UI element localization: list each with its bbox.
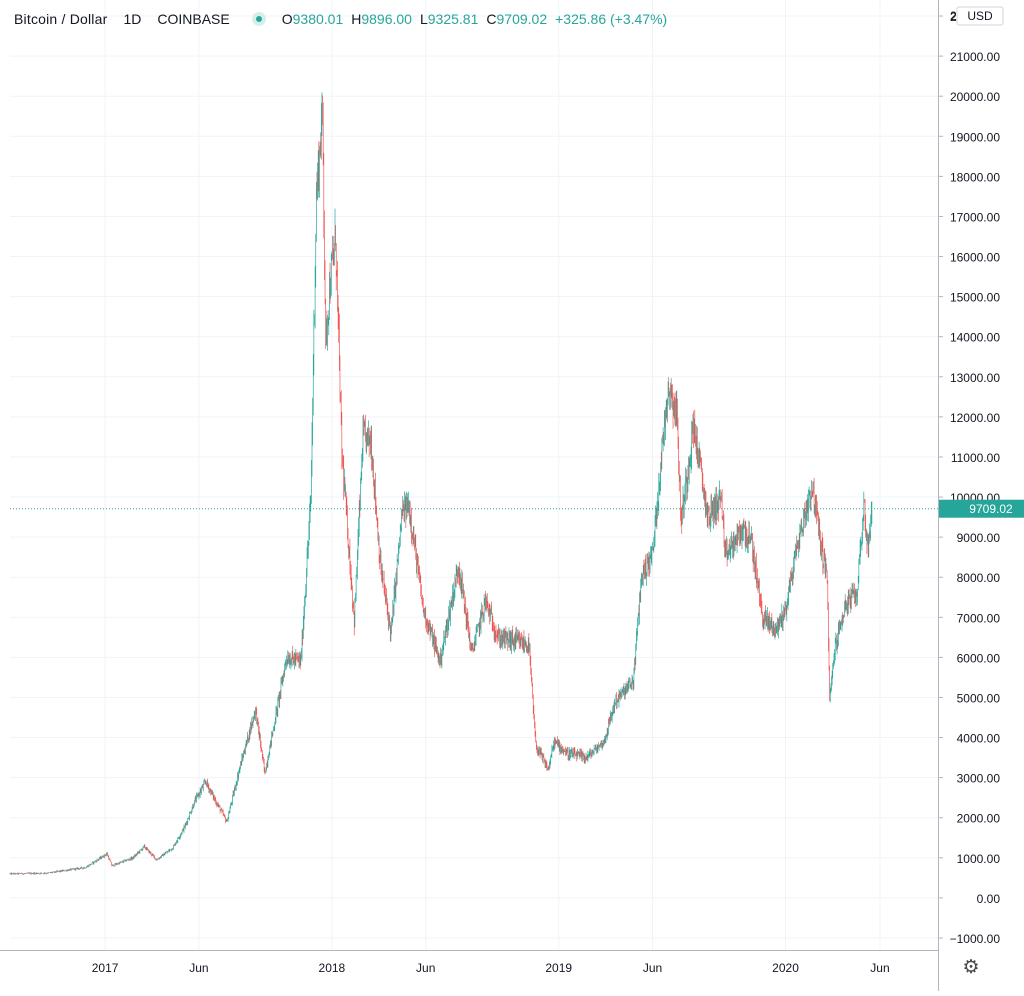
y-tick-label: 13000.00 (950, 371, 1000, 385)
y-tick-label: 6000.00 (957, 651, 1001, 665)
x-tick-label: 2020 (772, 961, 799, 975)
y-tick-label: 12000.00 (950, 411, 1000, 425)
x-tick-label: Jun (416, 961, 435, 975)
low-value: 9325.81 (427, 11, 479, 27)
y-tick-label: 21000.00 (950, 50, 1000, 64)
low-label: L (419, 11, 428, 27)
y-tick-label: 16000.00 (950, 251, 1000, 265)
x-tick-label: Jun (870, 961, 889, 975)
y-tick-label: 2000.00 (957, 812, 1001, 826)
y-tick-label: 20000.00 (950, 90, 1000, 104)
y-tick-label: 5000.00 (957, 691, 1001, 705)
y-tick-label: 8000.00 (957, 571, 1001, 585)
open-value: 9380.01 (292, 11, 344, 27)
exchange-label: COINBASE (157, 11, 230, 27)
x-tick-label: 2018 (319, 961, 346, 975)
y-tick-label: 4000.00 (957, 732, 1001, 746)
last-price-badge (939, 499, 1024, 518)
symbol-name[interactable]: Bitcoin / Dollar (14, 11, 108, 27)
y-tick-label: 1000.00 (957, 852, 1001, 866)
x-tick-label: 2019 (545, 961, 572, 975)
high-value: 9896.00 (361, 11, 412, 27)
interval-label[interactable]: 1D (123, 11, 142, 27)
y-tick-label-partial: 2 (950, 9, 957, 23)
change-value: +325.86 (+3.47%) (555, 11, 668, 27)
x-tick-label: Jun (643, 961, 662, 975)
x-tick-label: Jun (189, 961, 208, 975)
close-label: C (486, 11, 497, 27)
y-tick-label: 15000.00 (950, 291, 1000, 305)
close-value: 9709.02 (496, 11, 548, 27)
y-tick-label: 14000.00 (950, 331, 1000, 345)
y-tick-label: −1000.00 (950, 932, 1001, 946)
high-label: H (351, 11, 362, 27)
y-tick-label: 7000.00 (957, 611, 1001, 625)
y-tick-label: 3000.00 (957, 772, 1001, 786)
y-tick-label: 18000.00 (950, 170, 1000, 184)
y-tick-label: 17000.00 (950, 210, 1000, 224)
currency-badge-label: USD (967, 9, 993, 23)
gear-icon[interactable]: ⚙ (962, 957, 980, 978)
y-tick-label: 0.00 (977, 892, 1001, 906)
y-tick-label: 19000.00 (950, 130, 1000, 144)
last-price-label: 9709.02 (969, 502, 1013, 516)
currency-badge (956, 6, 1004, 26)
market-status-icon[interactable] (251, 12, 266, 26)
y-tick-label: 9000.00 (957, 531, 1001, 545)
y-tick-label: 11000.00 (951, 451, 1000, 465)
open-label: O (281, 11, 293, 27)
x-tick-label: 2017 (92, 961, 119, 975)
